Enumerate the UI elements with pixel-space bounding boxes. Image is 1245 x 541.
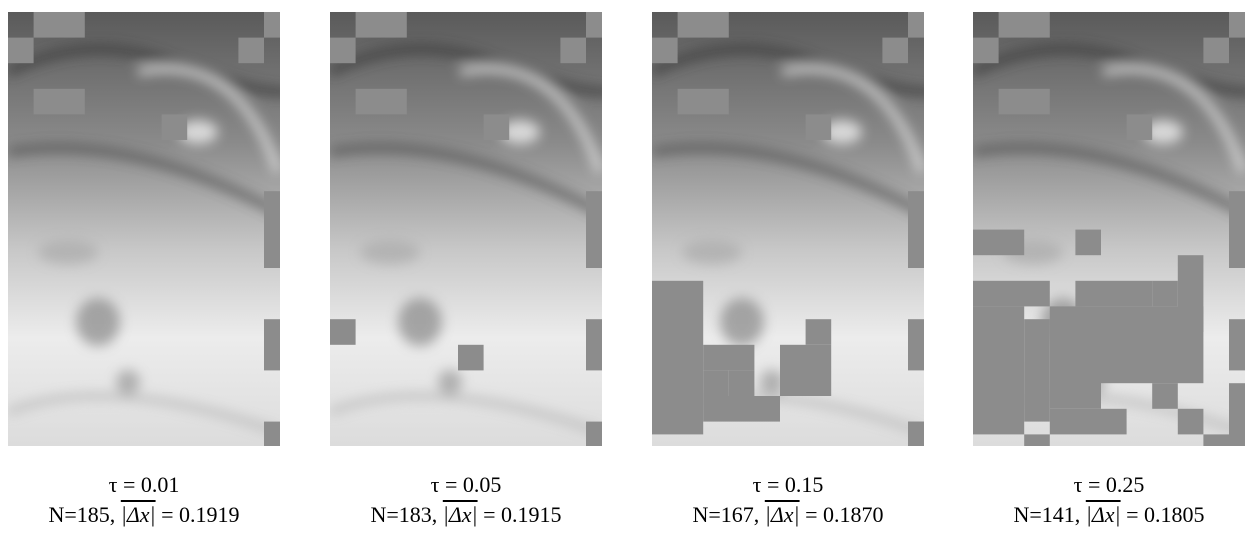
terrain-image [652, 12, 924, 446]
stat-value: = 0.1915 [483, 502, 561, 527]
masked-block [238, 38, 264, 64]
masked-block [1178, 409, 1204, 435]
masked-block [264, 319, 280, 370]
masked-block [162, 114, 188, 140]
masked-block [806, 114, 832, 140]
masked-block [1229, 191, 1245, 268]
stat-symbol: |Δx| [443, 502, 478, 527]
masked-block [1203, 434, 1245, 446]
masked-block [1152, 281, 1178, 307]
masked-block [703, 396, 780, 422]
masked-block [330, 38, 356, 64]
n: N=183, [371, 502, 438, 527]
stat-value: = 0.1805 [1126, 502, 1204, 527]
stat-value: = 0.1919 [161, 502, 239, 527]
tau: τ = 0.25 [1074, 472, 1145, 497]
figure: τ = 0.01 N=185, |Δx| = 0.1919 τ = 0.05 N=1… [0, 0, 1245, 541]
masked-block [973, 230, 1024, 256]
masked-block [586, 422, 602, 446]
masked-block [973, 281, 1050, 307]
masked-block [264, 422, 280, 446]
terrain-image [973, 12, 1245, 446]
masked-block [356, 89, 407, 115]
masked-block [586, 12, 602, 38]
stat-symbol: |Δx| [121, 502, 156, 527]
masked-block [1152, 383, 1178, 409]
caption: τ = 0.05 N=183, |Δx| = 0.1915 [316, 470, 616, 530]
masked-block [806, 319, 832, 345]
caption-line: N=185, |Δx| = 0.1919 [0, 500, 294, 530]
masked-block [973, 38, 999, 64]
caption-line: N=167, |Δx| = 0.1870 [638, 500, 938, 530]
masked-block [882, 38, 908, 64]
caption: τ = 0.01 N=185, |Δx| = 0.1919 [0, 470, 294, 530]
caption-line: τ = 0.15 [638, 470, 938, 500]
masked-block [34, 89, 85, 115]
masked-block [1203, 38, 1229, 64]
masked-block [678, 12, 729, 38]
n: N=167, [693, 502, 760, 527]
masked-block [330, 319, 356, 345]
tau: τ = 0.05 [431, 472, 502, 497]
masked-block [908, 319, 924, 370]
tau: τ = 0.15 [753, 472, 824, 497]
masked-block [8, 38, 34, 64]
caption-line: τ = 0.05 [316, 470, 616, 500]
masked-block [484, 114, 510, 140]
masked-block [1024, 319, 1050, 421]
caption-line: N=183, |Δx| = 0.1915 [316, 500, 616, 530]
masked-block [1229, 319, 1245, 370]
masked-block [34, 12, 85, 38]
caption-line: τ = 0.01 [0, 470, 294, 500]
n: N=185, [49, 502, 116, 527]
masked-block [1050, 409, 1127, 435]
masked-block [1050, 306, 1101, 408]
caption-line: τ = 0.25 [959, 470, 1245, 500]
masked-block [908, 191, 924, 268]
masked-block [586, 319, 602, 370]
terrain-image [330, 12, 602, 446]
masked-block [908, 12, 924, 38]
masked-block [678, 89, 729, 115]
stat-value: = 0.1870 [805, 502, 883, 527]
masked-block [1075, 230, 1101, 256]
masked-block [703, 370, 729, 396]
caption: τ = 0.25 N=141, |Δx| = 0.1805 [959, 470, 1245, 530]
terrain-image [8, 12, 280, 446]
masked-block [652, 38, 678, 64]
masked-block [264, 12, 280, 38]
tau: τ = 0.01 [109, 472, 180, 497]
masked-block [586, 191, 602, 268]
masked-block [1024, 434, 1050, 446]
masked-block [1075, 281, 1152, 307]
caption: τ = 0.15 N=167, |Δx| = 0.1870 [638, 470, 938, 530]
masked-block [1229, 12, 1245, 38]
caption-line: N=141, |Δx| = 0.1805 [959, 500, 1245, 530]
masked-block [1127, 114, 1153, 140]
masked-block [264, 191, 280, 268]
stat-symbol: |Δx| [765, 502, 800, 527]
masked-block [780, 345, 831, 396]
n: N=141, [1014, 502, 1081, 527]
masked-block [356, 12, 407, 38]
masked-block [973, 306, 1024, 434]
masked-block [458, 345, 484, 371]
masked-block [729, 370, 755, 396]
masked-block [999, 12, 1050, 38]
stat-symbol: |Δx| [1086, 502, 1121, 527]
masked-block [908, 422, 924, 446]
masked-block [652, 281, 703, 435]
masked-block [999, 89, 1050, 115]
masked-block [560, 38, 586, 64]
masked-block [1178, 255, 1204, 332]
masked-block [703, 345, 754, 371]
masked-block [1229, 383, 1245, 434]
